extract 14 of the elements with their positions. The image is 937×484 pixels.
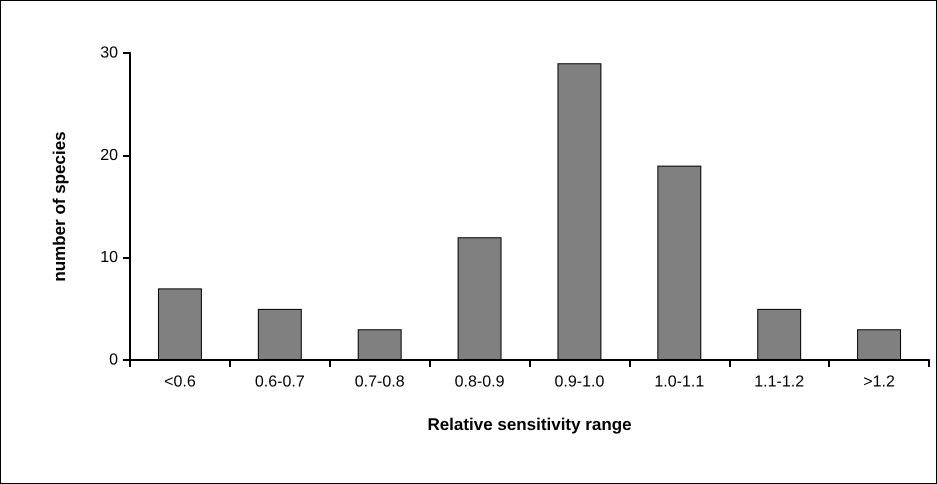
y-tick-label: 20 (100, 146, 118, 164)
x-tick-label: 0.7-0.8 (354, 374, 405, 390)
x-tick-label: 1.1-1.2 (754, 374, 804, 390)
x-tick-label: 1.0-1.1 (654, 374, 704, 390)
x-axis-title: Relative sensitivity range (427, 415, 632, 434)
x-tick-label: <0.6 (164, 374, 196, 390)
y-tick-label: 30 (100, 44, 118, 62)
y-tick-label: 0 (109, 352, 118, 368)
x-tick-label: >1.2 (863, 374, 895, 390)
y-axis-title: number of species (50, 131, 69, 282)
x-tick-label: 0.8-0.9 (454, 374, 505, 390)
y-tick-label: 10 (100, 249, 118, 266)
x-tick-label: 0.9-1.0 (554, 374, 604, 390)
x-tick-label: 0.6-0.7 (254, 374, 305, 390)
